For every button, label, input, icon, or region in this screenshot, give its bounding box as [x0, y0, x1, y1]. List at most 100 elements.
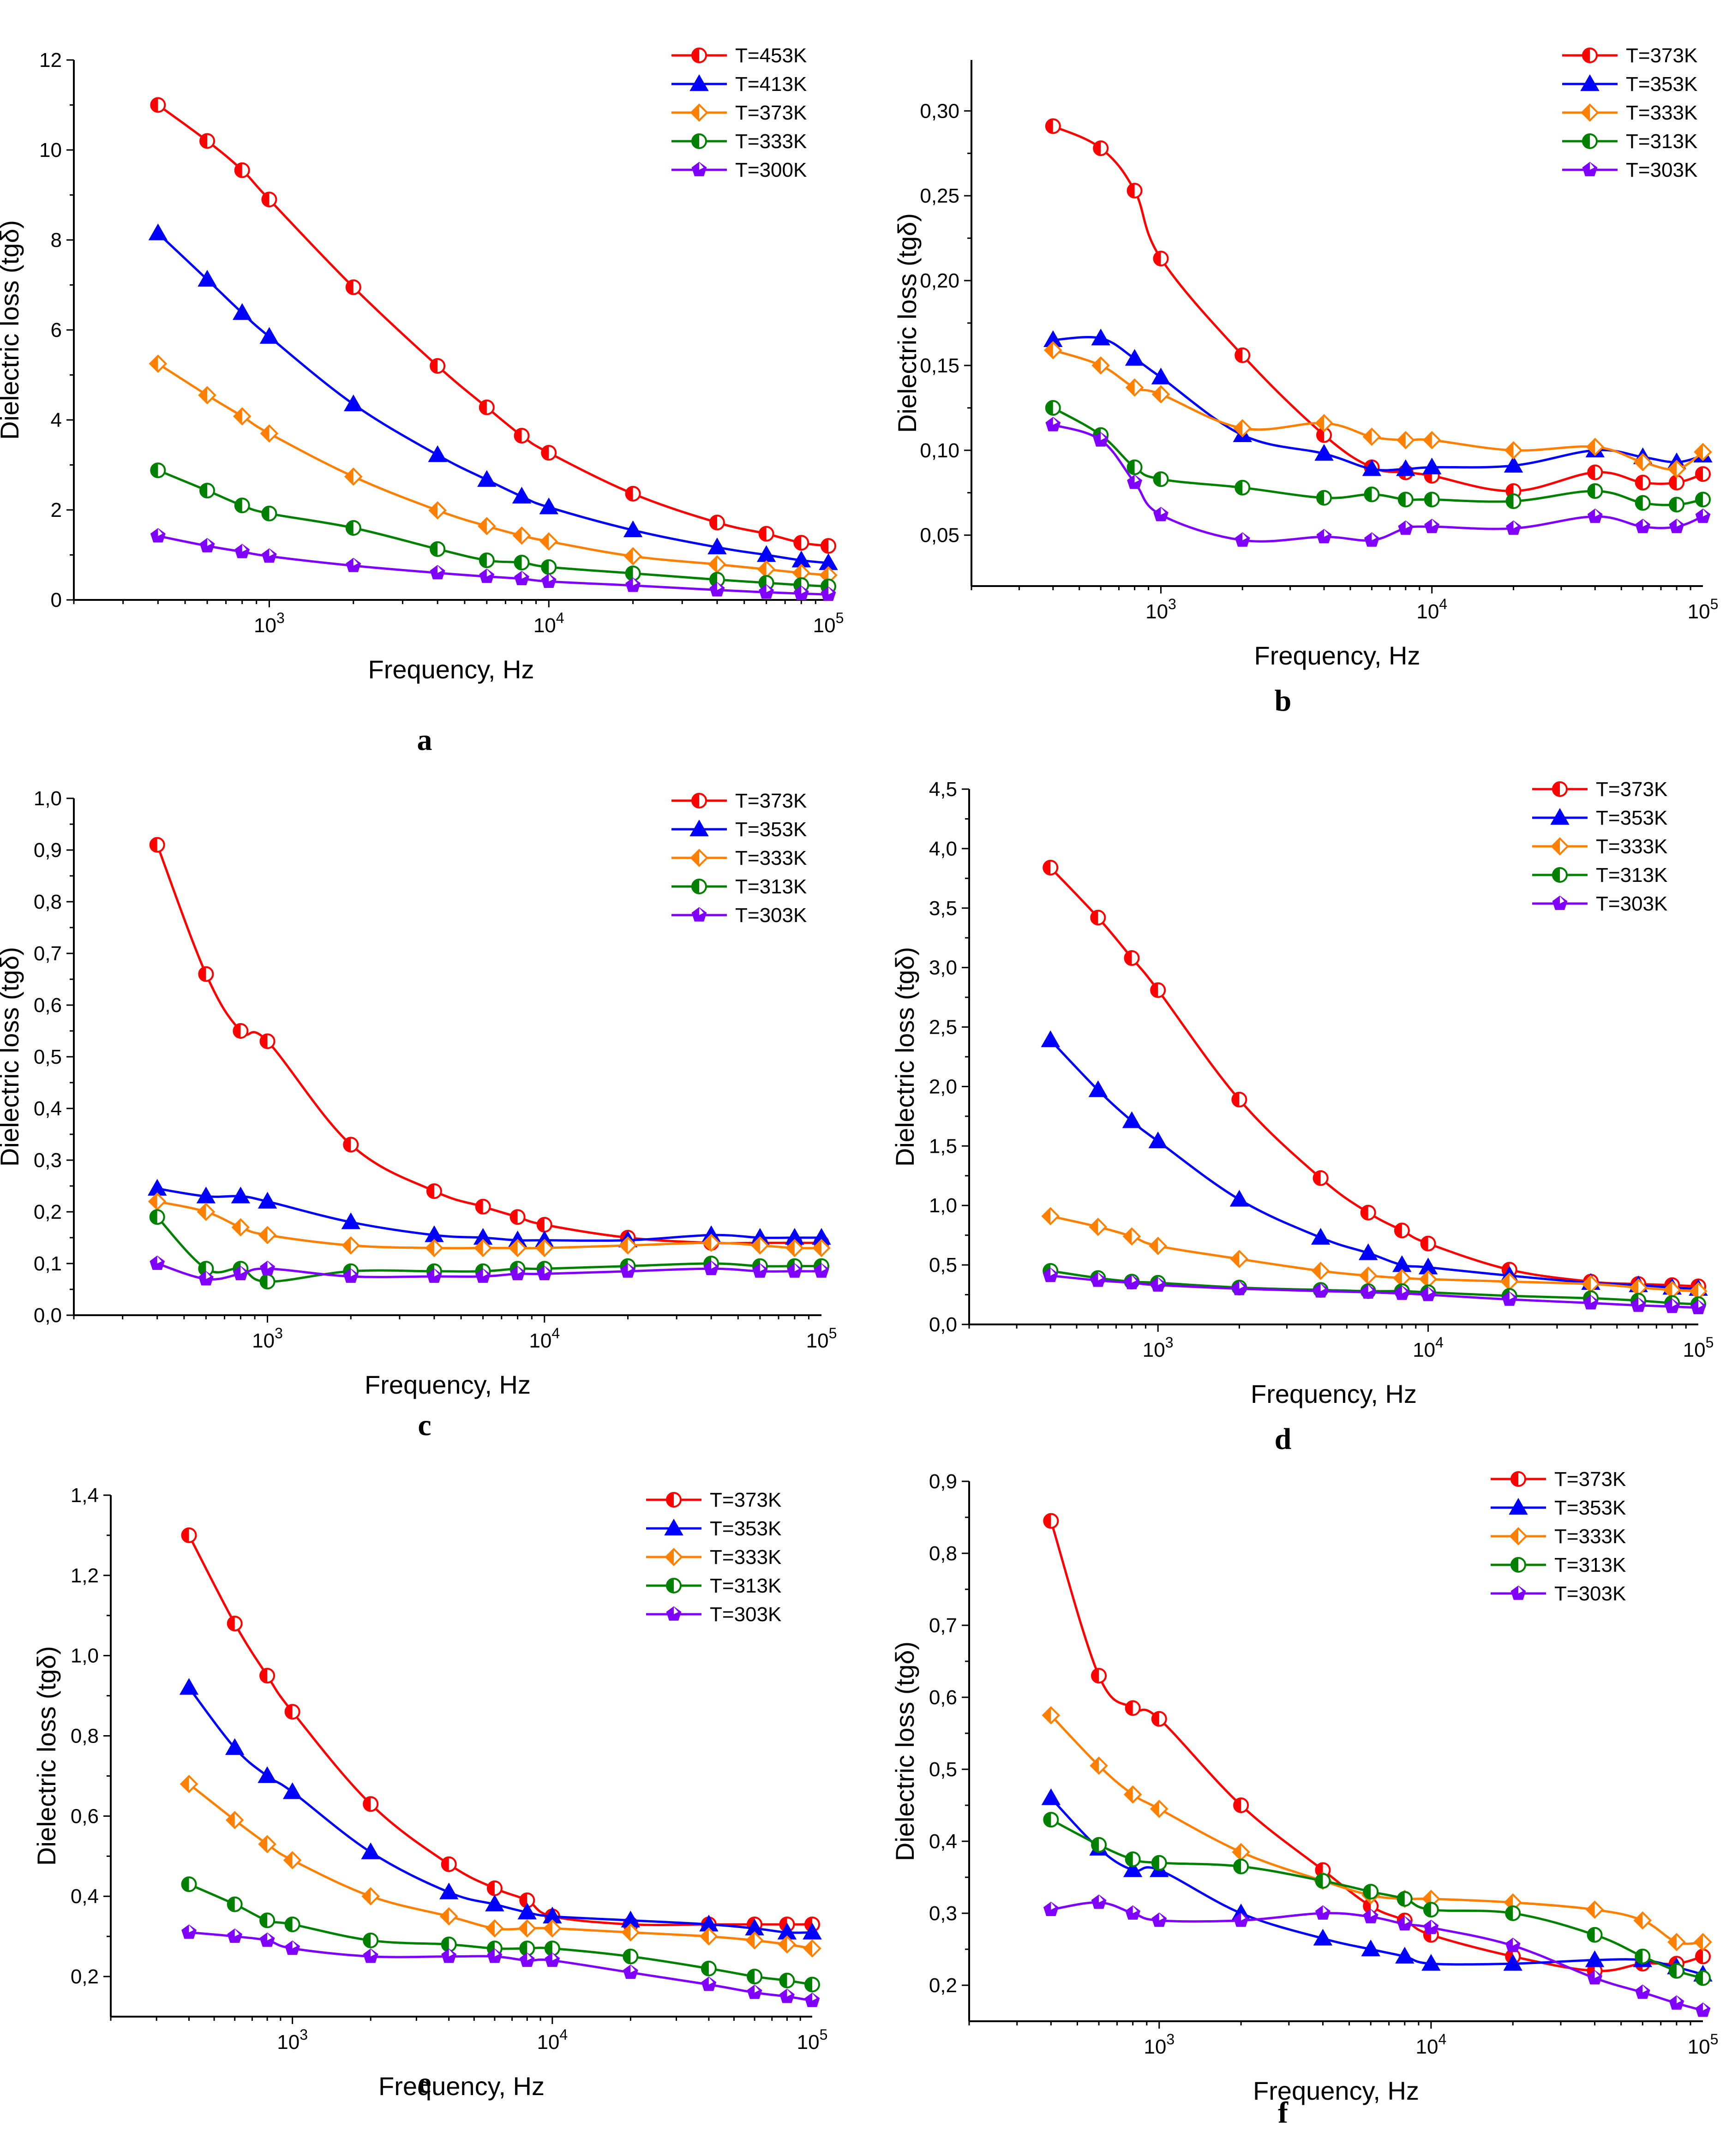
series-line: [1053, 349, 1704, 471]
series-line: [1050, 1274, 1699, 1309]
data-point-fill: [752, 1237, 760, 1253]
legend-marker-hl: [699, 162, 704, 170]
legend-marker-hl: [1518, 1586, 1523, 1593]
data-point-hl: [1323, 1906, 1328, 1913]
y-tick-label: 1,0: [929, 1194, 957, 1217]
legend-entry: T=333K: [646, 1546, 781, 1569]
data-point-fill: [1126, 1701, 1133, 1715]
y-tick-label: 1,2: [71, 1564, 99, 1587]
y-tick-label: 0,15: [920, 354, 959, 377]
data-point-fill: [199, 387, 208, 403]
data-point-hl: [1509, 1292, 1514, 1300]
data-point: [1362, 459, 1382, 476]
data-point-fill: [1317, 428, 1324, 442]
data-point: [541, 573, 557, 588]
data-point: [1232, 1281, 1247, 1295]
legend-marker: [1509, 1497, 1528, 1515]
data-point: [225, 1738, 245, 1755]
data-point-fill: [150, 356, 158, 372]
y-axis-title: Dielectric loss (tgδ): [893, 213, 922, 433]
data-point: [1360, 1284, 1376, 1299]
x-tick-label: 105: [813, 610, 844, 637]
series-T=303K: [181, 1924, 820, 2007]
data-point-hl: [1161, 507, 1166, 515]
data-point: [1503, 1954, 1522, 1971]
data-point-fill: [537, 1218, 545, 1232]
y-tick-label: 0,2: [34, 1201, 62, 1223]
y-tick-label: 0,5: [34, 1046, 62, 1068]
data-point-fill: [520, 1941, 527, 1956]
y-tick-label: 4,0: [929, 838, 957, 860]
data-point-fill: [1316, 415, 1324, 431]
y-tick-label: 0,05: [920, 524, 959, 547]
series-T=333K: [1043, 341, 1712, 479]
data-point: [539, 497, 558, 515]
x-axis-title: Frequency, Hz: [368, 655, 534, 684]
data-point: [475, 1268, 491, 1283]
y-tick-label: 0,25: [920, 185, 959, 207]
data-point-fill: [510, 1210, 518, 1224]
data-point-fill: [1043, 1707, 1051, 1723]
data-point: [787, 1263, 803, 1278]
legend-marker-fill: [691, 105, 699, 120]
data-point-hl: [801, 586, 806, 594]
data-point-fill: [149, 1193, 157, 1210]
data-point-fill: [346, 280, 354, 294]
data-point-fill: [1635, 1912, 1643, 1928]
legend-label: T=333K: [735, 847, 807, 869]
data-point-fill: [1124, 1228, 1132, 1245]
data-point: [1148, 1132, 1168, 1149]
data-point-fill: [1668, 1934, 1677, 1950]
legend-entry: T=303K: [671, 904, 807, 927]
legend-marker-hl: [1560, 896, 1564, 904]
series-T=453K: [150, 97, 836, 554]
data-point-fill: [1044, 1514, 1051, 1528]
x-tick-label: 103: [1144, 2031, 1175, 2058]
data-point-fill: [623, 1949, 631, 1964]
legend-marker-fill: [667, 1579, 674, 1593]
series-T=353K: [1043, 329, 1713, 476]
data-point-fill: [1394, 1270, 1402, 1286]
data-point: [258, 1766, 277, 1783]
data-point-fill: [1398, 492, 1406, 507]
data-point: [1506, 520, 1521, 535]
data-point-fill: [234, 408, 242, 425]
data-point-fill: [426, 1240, 434, 1256]
y-axis-title: Dielectric loss (tgδ): [0, 947, 24, 1167]
y-tick-label: 0,5: [929, 1758, 957, 1781]
series-line: [188, 1687, 813, 1934]
data-point-fill: [442, 1937, 449, 1952]
data-point-fill: [804, 1940, 812, 1957]
legend-marker: [1550, 808, 1570, 825]
data-point-fill: [1231, 1251, 1240, 1267]
x-tick-base: 10: [1688, 2036, 1710, 2058]
data-point-hl: [1050, 1268, 1055, 1276]
series-T=333K: [1041, 1207, 1708, 1300]
x-tick-exponent: 3: [1166, 2031, 1175, 2048]
y-tick-label: 6: [51, 319, 62, 341]
x-tick-exponent: 5: [836, 610, 844, 626]
data-point: [1123, 1860, 1143, 1877]
series-line: [157, 104, 829, 547]
x-axis-title: Frequency, Hz: [378, 2072, 545, 2101]
legend-entry: T=300K: [671, 159, 807, 181]
data-point-fill: [261, 425, 270, 442]
y-tick-label: 0,5: [929, 1254, 957, 1276]
series-T=313K: [181, 1876, 820, 1993]
series-T=333K: [148, 1192, 831, 1258]
data-point-hl: [812, 1993, 817, 2001]
data-point-hl: [158, 528, 162, 536]
data-point: [227, 1928, 243, 1943]
data-point-fill: [487, 1881, 495, 1895]
series-T=353K: [147, 1179, 831, 1247]
data-point-fill: [199, 1262, 206, 1276]
data-point-fill: [1152, 1856, 1159, 1870]
data-point: [1585, 1950, 1605, 1967]
data-point-fill: [182, 1877, 189, 1892]
y-tick-label: 2,5: [929, 1016, 957, 1039]
data-point-fill: [285, 1705, 293, 1719]
data-point: [1635, 1984, 1650, 1999]
data-point: [258, 1192, 277, 1209]
data-point-hl: [527, 1953, 532, 1961]
